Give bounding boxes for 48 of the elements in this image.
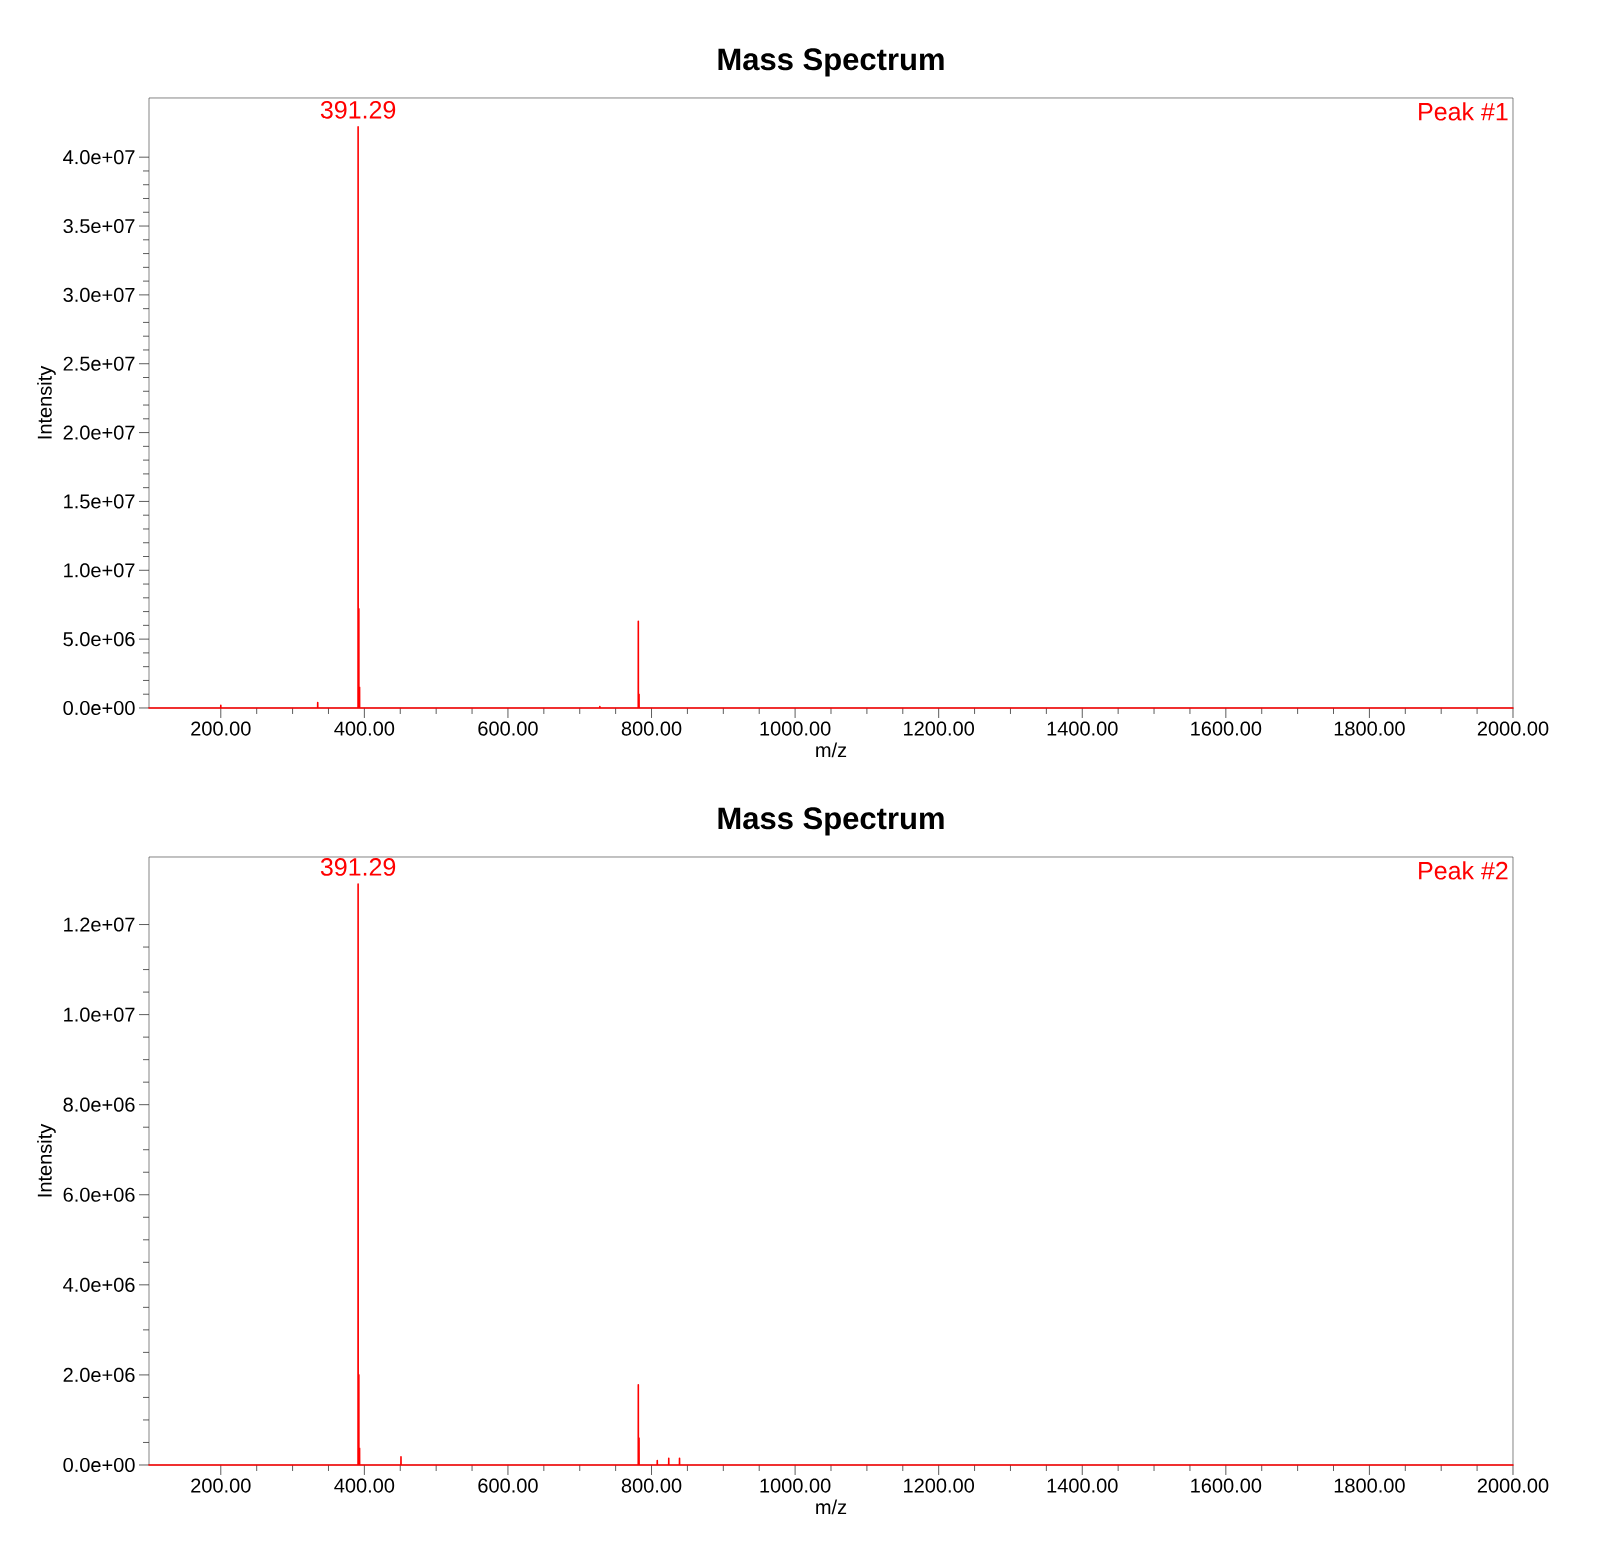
- annotation: Peak #2: [1419, 861, 1508, 880]
- x-tick-label: 1800.00: [1334, 721, 1405, 736]
- x-tick-label: 1600.00: [1191, 721, 1262, 736]
- x-tick-label: 200.00: [191, 1478, 251, 1493]
- line-series: [148, 126, 1514, 709]
- y-tick-label: 1.0e+07: [64, 563, 135, 578]
- chart-title: Mass Spectrum: [718, 48, 944, 77]
- x-tick-label: 400.00: [334, 721, 395, 736]
- y-axis-title: Intensity: [37, 365, 56, 439]
- x-tick-label: 1400.00: [1047, 1478, 1118, 1493]
- chart-title: Mass Spectrum: [718, 807, 944, 836]
- y-tick-label: 5.0e+06: [63, 632, 135, 647]
- x-tick-label: 800.00: [621, 721, 682, 736]
- y-tick-label: 4.0e+06: [63, 1277, 135, 1292]
- y-tick-label: 1.5e+07: [64, 494, 135, 509]
- x-tick-label: 1000.00: [760, 721, 831, 736]
- line-series: [148, 883, 1514, 1466]
- y-tick-label: 2.5e+07: [63, 356, 135, 371]
- annotation: Peak #1: [1419, 102, 1508, 121]
- x-tick-label: 1600.00: [1191, 1478, 1262, 1493]
- y-tick-label: 3.5e+07: [63, 218, 135, 234]
- x-tick-label: 1400.00: [1047, 721, 1118, 736]
- y-tick-label: 0.0e+00: [63, 1457, 135, 1473]
- x-tick-label: 2000.00: [1477, 721, 1549, 736]
- y-tick-label: 0.0e+00: [63, 700, 135, 716]
- x-tick-label: 600.00: [478, 1478, 538, 1493]
- x-tick-label: 600.00: [478, 721, 538, 736]
- x-tick-label: 1800.00: [1334, 1478, 1405, 1493]
- y-tick-label: 8.0e+06: [63, 1097, 135, 1112]
- y-tick-label: 3.0e+07: [63, 287, 135, 302]
- y-axis-title: Intensity: [37, 1123, 56, 1197]
- y-tick-label: 2.0e+06: [63, 1367, 135, 1382]
- x-tick-label: 800.00: [621, 1478, 682, 1493]
- annotation: 391.29: [320, 858, 396, 876]
- y-tick-label: 6.0e+06: [63, 1187, 135, 1202]
- x-axis-title: m/z: [816, 1499, 847, 1515]
- y-tick-label: 4.0e+07: [63, 150, 135, 165]
- y-tick-label: 1.2e+07: [64, 917, 135, 932]
- annotation: 391.29: [320, 100, 396, 119]
- x-tick-label: 1200.00: [904, 721, 975, 736]
- x-tick-label: 1200.00: [904, 1478, 975, 1493]
- y-tick-label: 1.0e+07: [64, 1007, 135, 1022]
- x-tick-label: 200.00: [191, 721, 251, 736]
- x-tick-label: 1000.00: [760, 1478, 831, 1493]
- x-tick-label: 2000.00: [1477, 1478, 1549, 1493]
- y-tick-label: 2.0e+07: [63, 425, 135, 440]
- x-axis-title: m/z: [816, 742, 847, 758]
- x-tick-label: 400.00: [334, 1478, 395, 1493]
